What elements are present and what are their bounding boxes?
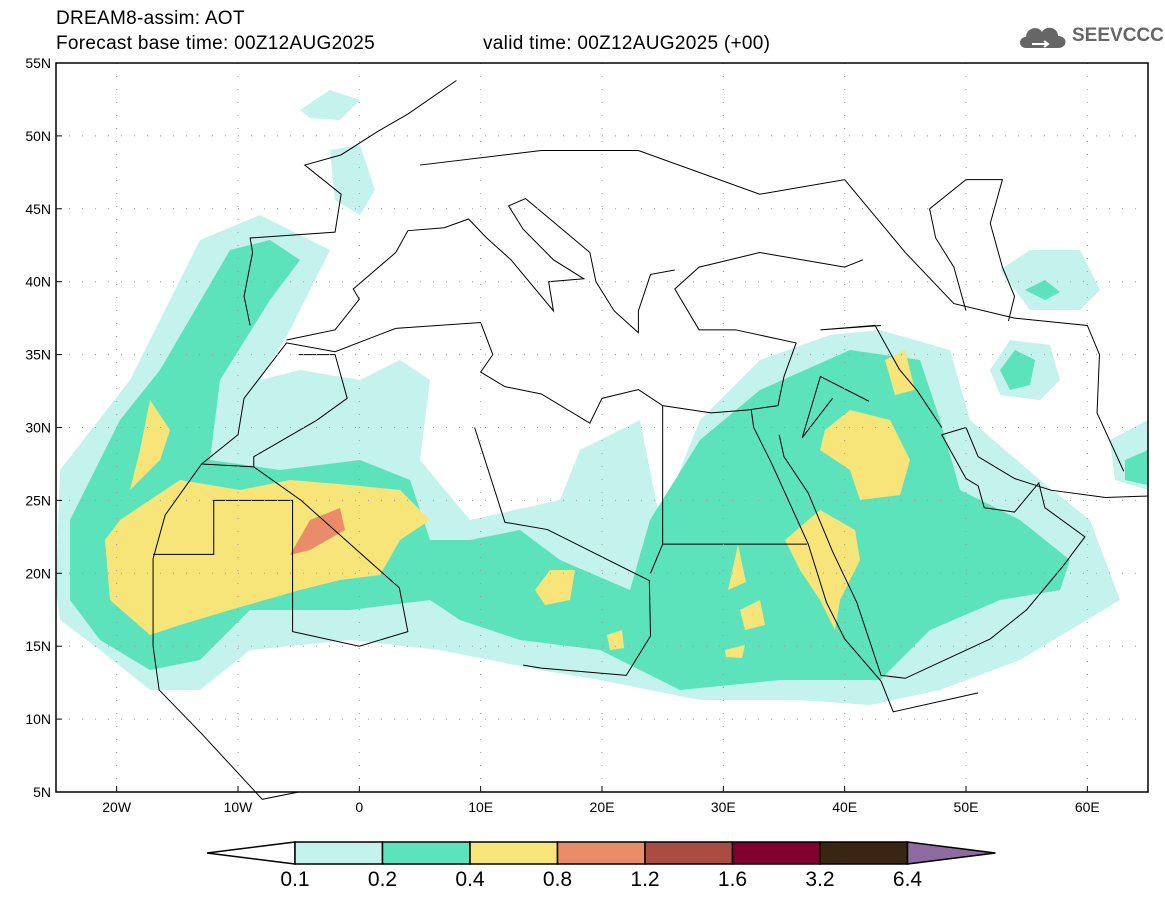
- colorbar-label: 0.8: [542, 868, 573, 891]
- colorbar-label: 3.2: [805, 868, 835, 891]
- lon-label: 10E: [468, 799, 493, 815]
- coastline-segment: [152, 558, 299, 800]
- lat-label: 45N: [25, 201, 51, 217]
- forecast-base-time: Forecast base time: 00Z12AUG2025: [56, 33, 376, 54]
- coastline-segment: [286, 198, 675, 341]
- coastline-segment: [474, 427, 652, 676]
- aot-contour-region: [728, 545, 746, 590]
- coastline-segment: [152, 252, 864, 559]
- aot-contour-region: [130, 400, 170, 490]
- aot-contour-region: [535, 570, 575, 605]
- colorbar-segment: [381, 841, 471, 865]
- lat-label: 40N: [25, 274, 51, 290]
- lat-label: 25N: [25, 492, 51, 508]
- coastline-segment: [419, 149, 1125, 472]
- lon-label: 60E: [1075, 799, 1100, 815]
- coastline-segment: [243, 80, 457, 326]
- colorbar-label: 0.1: [280, 868, 310, 891]
- coastline-segment: [750, 409, 979, 713]
- lon-label: 10W: [224, 799, 254, 815]
- colorbar-label: 0.2: [367, 868, 398, 891]
- lon-label: 20W: [102, 799, 132, 815]
- colorbar-under-arrow: [206, 841, 296, 865]
- map-frame: [55, 62, 1149, 793]
- colorbar-over-arrow: [906, 841, 996, 865]
- aot-contour-region: [1125, 450, 1148, 485]
- lat-label: 50N: [25, 128, 51, 144]
- colorbar-label: 6.4: [892, 868, 923, 891]
- seevccc-logo: SEEVCCC: [1018, 22, 1164, 50]
- axis-ticks: 55N 50N 45N 40N 35N 30N 25N 20N 15N 10N 5N 20W 10W 0 1…: [25, 55, 1148, 815]
- lon-label: 40E: [832, 799, 857, 815]
- colorbar-label: 1.6: [717, 868, 748, 891]
- valid-time: valid time: 00Z12AUG2025 (+00): [483, 33, 771, 54]
- lat-label: 20N: [25, 565, 51, 581]
- lon-label: 50E: [954, 799, 979, 815]
- lon-label: 20E: [590, 799, 615, 815]
- lat-label: 30N: [25, 420, 51, 436]
- coastline-segment: [153, 466, 409, 647]
- aot-contour-region: [785, 510, 860, 630]
- coastlines: [152, 80, 1149, 800]
- colorbar-label: 1.2: [630, 868, 660, 891]
- colorbar-segment: [819, 841, 909, 865]
- lat-label: 55N: [25, 55, 51, 71]
- lat-label: 35N: [25, 347, 51, 363]
- lon-label: 0: [355, 799, 363, 815]
- aot-contour-region: [290, 508, 345, 555]
- aot-contour-region: [300, 90, 360, 120]
- colorbar-label: 0.4: [455, 868, 485, 891]
- aot-contour-region: [885, 350, 915, 395]
- colorbar-segment: [469, 841, 559, 865]
- lat-label: 15N: [25, 638, 51, 654]
- lat-label: 5N: [33, 784, 51, 800]
- colorbar-segment: [731, 841, 821, 865]
- aot-contour-region: [820, 410, 910, 500]
- aot-contour-region: [1025, 280, 1060, 300]
- aot-contour-region: [330, 145, 375, 215]
- lat-label: 10N: [25, 711, 51, 727]
- coastline-segment: [778, 426, 1149, 679]
- aot-contour-region: [740, 600, 765, 630]
- aot-contour-region: [725, 645, 745, 658]
- colorbar-segment: [556, 841, 646, 865]
- coastline-segment: [929, 179, 1016, 322]
- cloud-icon: [1020, 27, 1066, 48]
- coastline-segment: [820, 324, 943, 428]
- map-title: DREAM8-assim: AOT: [56, 8, 245, 29]
- logo-text: SEEVCCC: [1072, 25, 1164, 46]
- aot-contour-region: [607, 630, 624, 650]
- colorbar-segment: [644, 841, 734, 865]
- lon-label: 30E: [711, 799, 736, 815]
- aot-contour-region: [1000, 250, 1100, 310]
- colorbar-segment: [294, 841, 384, 865]
- aot-field: [56, 90, 1148, 705]
- aot-contour-region: [1000, 350, 1035, 390]
- aot-contour-region: [105, 480, 430, 635]
- aot-map: 55N 50N 45N 40N 35N 30N 25N 20N 15N 10N 5N 20W 10W 0 1…: [25, 55, 1149, 815]
- coastline-segment: [650, 543, 664, 574]
- colorbar: [206, 841, 996, 865]
